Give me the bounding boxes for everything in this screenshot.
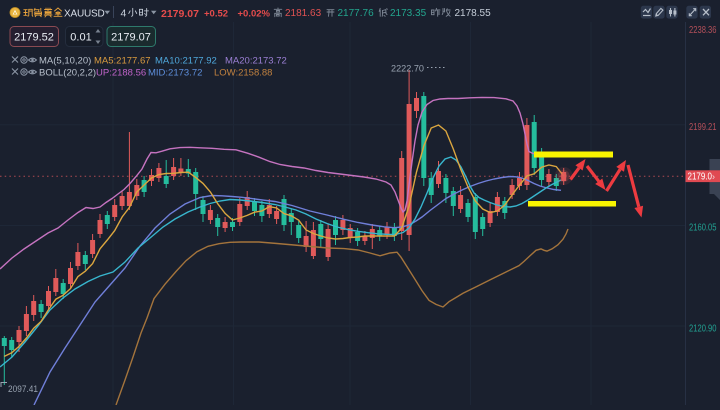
svg-text:MA5:2177.67: MA5:2177.67 (94, 56, 151, 67)
svg-text:2177.76: 2177.76 (338, 8, 375, 19)
svg-text:2181.63: 2181.63 (285, 8, 322, 19)
svg-text:0.01: 0.01 (70, 32, 91, 44)
svg-text:2160.05: 2160.05 (689, 223, 717, 234)
svg-text:2097.41: 2097.41 (8, 384, 38, 395)
svg-text:2173.35: 2173.35 (390, 8, 427, 19)
svg-text:2179.0: 2179.0 (688, 172, 713, 183)
svg-text:MA20:2173.72: MA20:2173.72 (225, 56, 287, 67)
svg-text:2199.21: 2199.21 (689, 122, 717, 133)
svg-text:2222.70: 2222.70 (391, 64, 424, 75)
svg-text:LOW:2158.88: LOW:2158.88 (214, 68, 272, 79)
svg-text:2120.90: 2120.90 (689, 324, 717, 335)
svg-text:UP:2188.56: UP:2188.56 (96, 68, 146, 79)
svg-text:2178.55: 2178.55 (455, 8, 492, 19)
svg-text:MID:2173.72: MID:2173.72 (148, 68, 202, 79)
svg-text:›: › (712, 172, 715, 182)
svg-text:2179.07: 2179.07 (111, 32, 151, 44)
svg-text:XAUUSD: XAUUSD (64, 9, 104, 20)
svg-text:4: 4 (121, 8, 127, 20)
svg-text:MA10:2177.92: MA10:2177.92 (155, 56, 217, 67)
svg-text:MA(5,10,20): MA(5,10,20) (39, 56, 91, 67)
svg-text:2179.07: 2179.07 (161, 8, 199, 20)
svg-text:2179.52: 2179.52 (14, 32, 54, 44)
svg-text:2238.36: 2238.36 (689, 25, 717, 36)
svg-text:BOLL(20,2,2): BOLL(20,2,2) (39, 68, 96, 79)
svg-text:+0.52: +0.52 (204, 9, 228, 20)
svg-text:+0.02%: +0.02% (238, 9, 271, 20)
